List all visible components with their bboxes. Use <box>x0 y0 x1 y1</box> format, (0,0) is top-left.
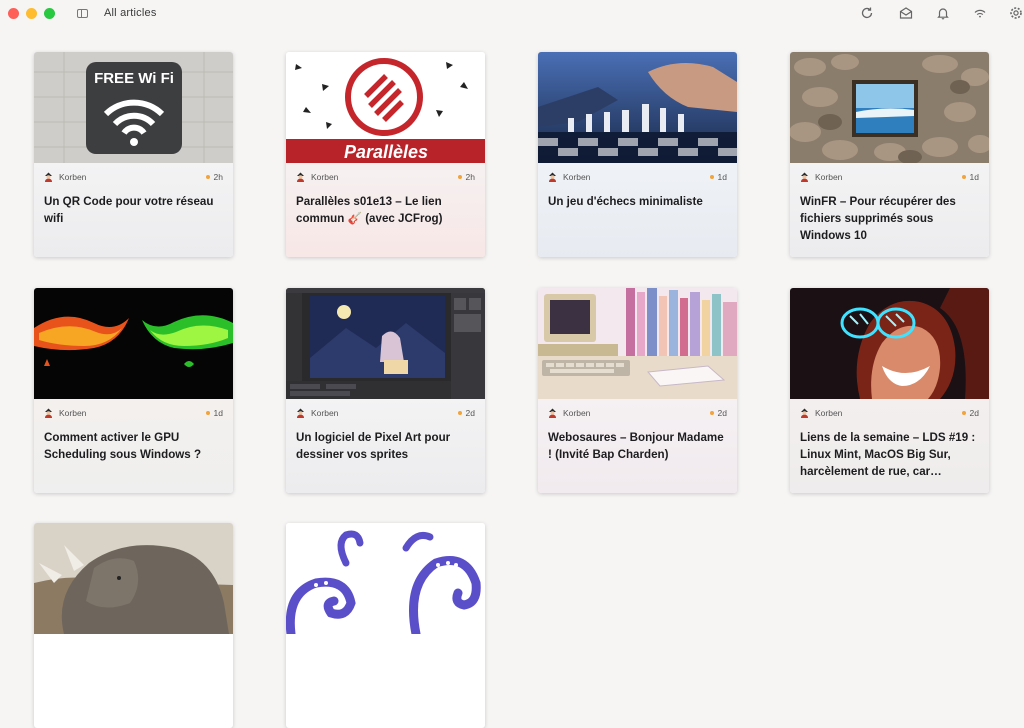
author-avatar-icon <box>44 408 53 418</box>
article-meta: Korben 2d <box>548 408 727 420</box>
sidebar-toggle-icon[interactable] <box>77 8 88 18</box>
article-info: Korben 2d Webosaures – Bonjour Madame ! … <box>538 399 737 493</box>
author-avatar-icon <box>44 172 53 182</box>
unread-dot-icon <box>457 175 462 179</box>
unread-dot-icon <box>961 411 966 415</box>
article-thumbnail <box>790 288 989 399</box>
article-age: 2h <box>457 172 475 182</box>
article-age: 1d <box>709 172 727 182</box>
article-thumbnail: Parallèles <box>286 52 485 163</box>
author-name: Korben <box>815 172 843 182</box>
author-name: Korben <box>563 408 591 418</box>
article-thumbnail <box>286 523 485 634</box>
article-card[interactable]: Korben 2d Un logiciel de Pixel Art pour … <box>286 288 485 493</box>
article-age: 1d <box>961 172 979 182</box>
article-card[interactable]: Korben 1d Comment activer le GPU Schedul… <box>34 288 233 493</box>
article-card[interactable]: FREE Wi Fi Korben 2h Un QR Code pour vot… <box>34 52 233 257</box>
article-thumbnail <box>538 288 737 399</box>
article-age: 2h <box>205 172 223 182</box>
article-thumbnail <box>34 523 233 634</box>
settings-icon[interactable] <box>1008 5 1024 21</box>
article-thumbnail <box>34 288 233 399</box>
article-thumbnail <box>538 52 737 163</box>
article-card[interactable]: Parallèles Korben 2h Parallèles s01e13 –… <box>286 52 485 257</box>
article-info: Korben 2d Un logiciel de Pixel Art pour … <box>286 399 485 493</box>
article-thumbnail: FREE Wi Fi <box>34 52 233 163</box>
article-meta: Korben 2d <box>800 408 979 420</box>
unread-dot-icon <box>709 175 714 179</box>
window-title: All articles <box>104 7 157 19</box>
close-window-button[interactable] <box>8 7 19 19</box>
unread-dot-icon <box>205 411 210 415</box>
article-card[interactable]: Korben 1d WinFR – Pour récupérer des fic… <box>790 52 989 257</box>
article-age: 2d <box>961 408 979 418</box>
title-bar: All articles <box>0 0 1024 26</box>
article-age: 2d <box>457 408 475 418</box>
article-card[interactable]: Korben 1d Un jeu d'échecs minimaliste <box>538 52 737 257</box>
window-controls <box>8 7 55 19</box>
article-info: Korben 2d Liens de la semaine – LDS #19 … <box>790 399 989 493</box>
article-title[interactable]: Un logiciel de Pixel Art pour dessiner v… <box>296 431 451 461</box>
mark-read-icon[interactable] <box>898 5 914 21</box>
author-name: Korben <box>311 172 339 182</box>
article-age: 1d <box>205 408 223 418</box>
author-name: Korben <box>563 172 591 182</box>
author-name: Korben <box>59 408 87 418</box>
article-meta: Korben 1d <box>548 172 727 184</box>
author-name: Korben <box>59 172 87 182</box>
author-avatar-icon <box>800 408 809 418</box>
article-title[interactable]: Un QR Code pour votre réseau wifi <box>44 195 214 225</box>
article-info: Korben 1d Comment activer le GPU Schedul… <box>34 399 233 493</box>
article-info: Korben 1d WinFR – Pour récupérer des fic… <box>790 163 989 257</box>
unread-dot-icon <box>709 411 714 415</box>
article-title[interactable]: Comment activer le GPU Scheduling sous W… <box>44 431 202 461</box>
notifications-icon[interactable] <box>935 5 951 21</box>
refresh-icon[interactable] <box>859 5 875 21</box>
article-info: Korben 2h Parallèles s01e13 – Le lien co… <box>286 163 485 257</box>
article-title[interactable]: Un jeu d'échecs minimaliste <box>548 195 703 208</box>
article-meta: Korben 1d <box>800 172 979 184</box>
article-thumbnail <box>790 52 989 163</box>
author-avatar-icon <box>548 408 557 418</box>
article-meta: Korben 2d <box>296 408 475 420</box>
unread-dot-icon <box>961 175 966 179</box>
article-title[interactable]: Webosaures – Bonjour Madame ! (Invité Ba… <box>548 431 724 461</box>
unread-dot-icon <box>205 175 210 179</box>
article-card[interactable]: Korben 2d Webosaures – Bonjour Madame ! … <box>538 288 737 493</box>
author-avatar-icon <box>548 172 557 182</box>
article-card[interactable]: Korben 2d Liens de la semaine – LDS #19 … <box>790 288 989 493</box>
article-meta: Korben 1d <box>44 408 223 420</box>
article-meta: Korben 2h <box>44 172 223 184</box>
minimize-window-button[interactable] <box>26 7 37 19</box>
article-age: 2d <box>709 408 727 418</box>
article-title[interactable]: WinFR – Pour récupérer des fichiers supp… <box>800 195 956 242</box>
thumb-text: FREE Wi Fi <box>94 70 174 87</box>
zoom-window-button[interactable] <box>44 7 55 19</box>
author-name: Korben <box>815 408 843 418</box>
thumb-text: Parallèles <box>344 142 428 162</box>
article-info: Korben 1d Un jeu d'échecs minimaliste <box>538 163 737 257</box>
article-title[interactable]: Parallèles s01e13 – Le lien commun 🎸 (av… <box>296 195 443 225</box>
article-meta: Korben 2h <box>296 172 475 184</box>
article-info: Korben 2h Un QR Code pour votre réseau w… <box>34 163 233 257</box>
author-name: Korben <box>311 408 339 418</box>
feed-icon[interactable] <box>972 5 988 21</box>
unread-dot-icon <box>457 411 462 415</box>
author-avatar-icon <box>800 172 809 182</box>
article-thumbnail <box>286 288 485 399</box>
author-avatar-icon <box>296 172 305 182</box>
article-title[interactable]: Liens de la semaine – LDS #19 : Linux Mi… <box>800 431 976 478</box>
author-avatar-icon <box>296 408 305 418</box>
